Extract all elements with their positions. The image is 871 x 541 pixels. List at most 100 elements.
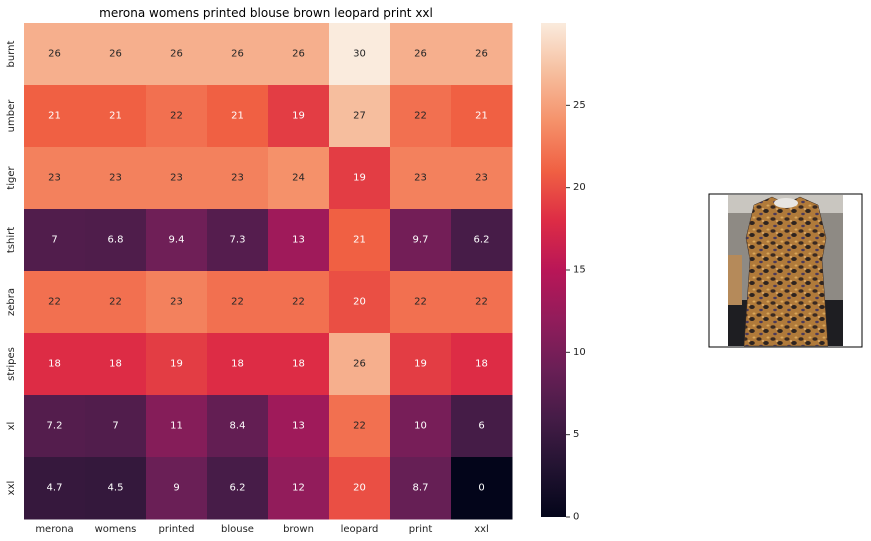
chart-title: merona womens printed blouse brown leopa…: [99, 6, 433, 20]
cell-value-label: 13: [292, 421, 305, 432]
cell-value-label: 22: [414, 111, 427, 122]
heatmap-cell: [24, 85, 86, 148]
heatmap-cell: [146, 209, 208, 272]
x-tick-label: printed: [159, 524, 195, 535]
y-axis-ticks: burnt umber tiger tshirt zebra stripes xl xxl: [6, 40, 17, 495]
y-tick-label: xxl: [6, 481, 17, 496]
cell-value-label: 11: [170, 421, 183, 432]
cell-value-label: 23: [170, 173, 183, 184]
x-tick-label: print: [409, 524, 433, 535]
cell-value-label: 26: [475, 49, 488, 60]
photo-clutter: [728, 255, 742, 305]
cell-value-label: 27: [353, 111, 366, 122]
cell-value-label: 4.5: [108, 483, 124, 494]
cell-value-label: 0: [478, 483, 484, 494]
heatmap-cell: [268, 395, 330, 458]
cell-value-label: 18: [475, 359, 488, 370]
cell-value-label: 26: [414, 49, 427, 60]
cell-value-label: 7: [112, 421, 118, 432]
cell-value-label: 22: [48, 297, 61, 308]
heatmap-cell: [451, 85, 513, 148]
cell-value-label: 24: [292, 173, 305, 184]
cell-value-label: 20: [353, 483, 366, 494]
cell-value-label: 22: [414, 297, 427, 308]
cell-value-label: 9.7: [413, 235, 429, 246]
colorbar-tick-label: 15: [573, 265, 586, 276]
cell-value-label: 26: [353, 359, 366, 370]
heatmap-cell: [24, 209, 86, 272]
heatmap-cell: [390, 147, 452, 210]
x-tick-label: blouse: [221, 524, 254, 535]
heatmap-cell: [207, 457, 269, 520]
cell-value-label: 19: [170, 359, 183, 370]
heatmap-cell: [24, 457, 86, 520]
heatmap-cell: [451, 395, 513, 458]
heatmap-cell: [146, 85, 208, 148]
y-tick-label: umber: [6, 99, 17, 133]
product-image: [708, 193, 863, 348]
heatmap-cell: [390, 457, 452, 520]
cell-value-label: 18: [292, 359, 305, 370]
cell-value-label: 23: [109, 173, 122, 184]
cell-value-label: 6: [478, 421, 484, 432]
cell-value-label: 22: [353, 421, 366, 432]
cell-value-label: 20: [353, 297, 366, 308]
cell-value-label: 4.7: [47, 483, 63, 494]
cell-value-label: 26: [170, 49, 183, 60]
heatmap-cell: [268, 271, 330, 334]
heatmap-cell: [207, 395, 269, 458]
x-tick-label: womens: [95, 524, 137, 535]
heatmap-cell: [24, 23, 86, 86]
heatmap-cell: [207, 333, 269, 396]
x-tick-label: merona: [35, 524, 73, 535]
cell-value-label: 22: [475, 297, 488, 308]
heatmap-cell: [451, 457, 513, 520]
heatmap-cell: [268, 209, 330, 272]
cell-value-label: 26: [48, 49, 61, 60]
heatmap-cells: [24, 23, 513, 520]
heatmap-cell: [451, 333, 513, 396]
cell-value-label: 23: [170, 297, 183, 308]
cell-value-label: 21: [475, 111, 488, 122]
heatmap-cell: [329, 85, 391, 148]
heatmap-cell: [451, 271, 513, 334]
heatmap-cell: [329, 23, 391, 86]
cell-value-label: 7.3: [230, 235, 246, 246]
colorbar-tick-label: 10: [573, 347, 586, 358]
cell-value-label: 21: [353, 235, 366, 246]
heatmap-cell: [146, 457, 208, 520]
colorbar-tick-label: 25: [573, 100, 586, 111]
cell-value-label: 26: [231, 49, 244, 60]
cell-value-label: 21: [48, 111, 61, 122]
cell-value-label: 18: [231, 359, 244, 370]
cell-value-label: 12: [292, 483, 305, 494]
heatmap-cell: [390, 333, 452, 396]
heatmap-cell: [329, 457, 391, 520]
heatmap-cell: [85, 333, 147, 396]
cell-value-label: 9.4: [169, 235, 185, 246]
cell-value-label: 26: [109, 49, 122, 60]
heatmap-cell: [268, 23, 330, 86]
cell-value-label: 13: [292, 235, 305, 246]
x-axis-ticks: merona womens printed blouse brown leopard pri…: [35, 524, 489, 535]
heatmap-cell: [329, 271, 391, 334]
heatmap-cell: [85, 85, 147, 148]
heatmap-cell: [329, 147, 391, 210]
y-tick-label: burnt: [6, 40, 17, 67]
cell-value-label: 9: [173, 483, 179, 494]
heatmap-cell: [329, 333, 391, 396]
cell-value-label: 21: [109, 111, 122, 122]
hanger-neck: [774, 198, 798, 208]
heatmap-cell: [451, 147, 513, 210]
cell-value-label: 7.2: [47, 421, 63, 432]
cell-value-label: 8.4: [230, 421, 246, 432]
cell-value-label: 23: [231, 173, 244, 184]
heatmap-cell-labels: 26 26 26 26 26 30 26 26 21 21 22 21 19 27 22 21 23 23 23 23…: [47, 49, 490, 494]
heatmap-cell: [207, 271, 269, 334]
heatmap-cell: [85, 395, 147, 458]
cell-value-label: 10: [414, 421, 427, 432]
heatmap-cell: [24, 395, 86, 458]
cell-value-label: 22: [170, 111, 183, 122]
heatmap-cell: [207, 23, 269, 86]
blouse-shape: [743, 196, 829, 347]
